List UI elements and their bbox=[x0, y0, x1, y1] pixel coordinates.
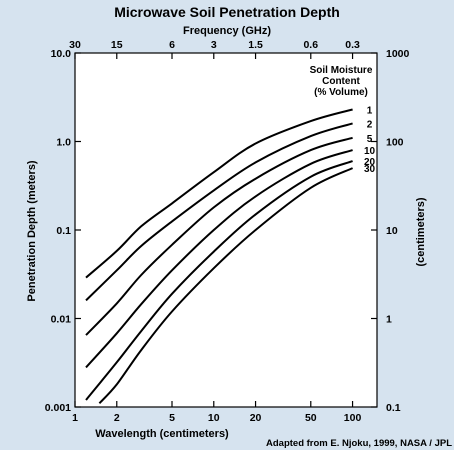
series-line-2 bbox=[85, 122, 353, 302]
top-tick-label: 30 bbox=[69, 39, 81, 51]
top-tick-label: 0.6 bbox=[303, 39, 318, 51]
top-axis-label: Frequency (GHz) bbox=[183, 25, 271, 37]
x-tick-label: 1 bbox=[72, 412, 78, 424]
series-label-30: 30 bbox=[364, 164, 376, 175]
series-line-30 bbox=[98, 167, 354, 404]
plot-area bbox=[74, 52, 378, 408]
legend-title-line: Content bbox=[322, 76, 360, 87]
x-tick-label: 5 bbox=[169, 412, 175, 424]
right-axis-label: (centimeters) bbox=[415, 197, 427, 266]
x-tick-label: 100 bbox=[344, 412, 362, 424]
data-series bbox=[85, 108, 354, 404]
legend-title-line: (% Volume) bbox=[314, 87, 368, 98]
series-label-5: 5 bbox=[367, 134, 373, 145]
top-tick-label: 0.3 bbox=[345, 39, 360, 51]
right-tick-label: 0.1 bbox=[386, 402, 401, 414]
top-tick-label: 6 bbox=[169, 39, 175, 51]
right-tick-label: 1 bbox=[386, 314, 392, 326]
legend-title-line: Soil Moisture bbox=[310, 65, 373, 76]
series-label-10: 10 bbox=[364, 146, 376, 157]
y-tick-label: 0.01 bbox=[51, 314, 72, 326]
y-tick-label: 10.0 bbox=[51, 48, 72, 60]
right-tick-label: 10 bbox=[386, 225, 398, 237]
source-credit: Adapted from E. Njoku, 1999, NASA / JPL bbox=[266, 438, 452, 449]
top-tick-label: 15 bbox=[111, 39, 123, 51]
right-tick-label: 100 bbox=[386, 137, 404, 149]
series-label-2: 2 bbox=[367, 119, 373, 130]
top-tick-label: 1.5 bbox=[248, 39, 263, 51]
series-label-1: 1 bbox=[367, 105, 373, 116]
right-tick-label: 1000 bbox=[386, 48, 410, 60]
series-line-20 bbox=[85, 160, 353, 401]
top-tick-label: 3 bbox=[211, 39, 217, 51]
series-label-20: 20 bbox=[364, 157, 376, 168]
x-axis-label: Wavelength (centimeters) bbox=[95, 428, 229, 440]
y-tick-label: 0.1 bbox=[56, 225, 71, 237]
y-axis-label: Penetration Depth (meters) bbox=[26, 160, 38, 302]
y-tick-label: 1.0 bbox=[56, 137, 71, 149]
series-line-10 bbox=[85, 149, 353, 369]
x-tick-label: 10 bbox=[208, 412, 220, 424]
x-tick-label: 50 bbox=[305, 412, 317, 424]
y-tick-label: 0.001 bbox=[45, 402, 71, 414]
series-line-5 bbox=[85, 136, 353, 336]
series-line-1 bbox=[85, 108, 353, 279]
chart-title: Microwave Soil Penetration Depth bbox=[114, 4, 340, 20]
x-tick-label: 20 bbox=[250, 412, 262, 424]
x-tick-label: 2 bbox=[114, 412, 120, 424]
